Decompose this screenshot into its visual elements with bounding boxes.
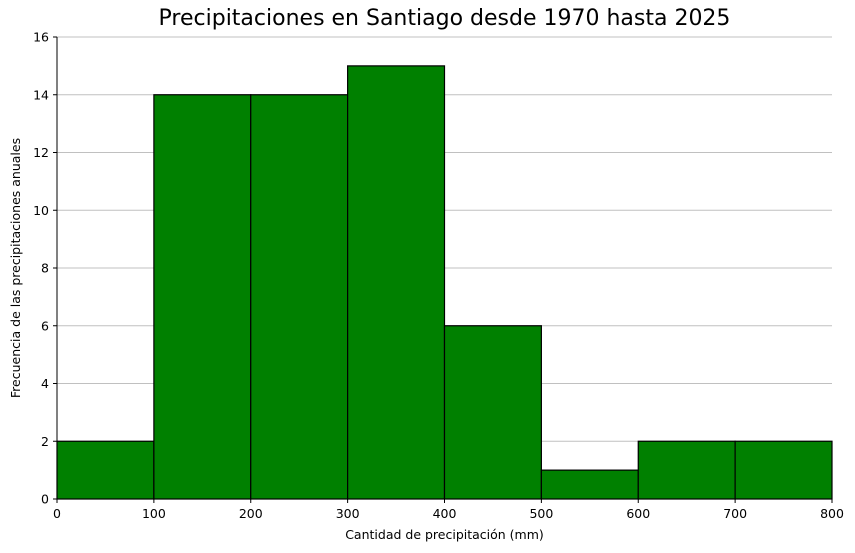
histogram-bar [443,325,542,500]
histogram-bar [347,65,446,500]
chart-title: Precipitaciones en Santiago desde 1970 h… [158,6,731,31]
histogram-bar [56,440,155,500]
y-tick-label: 6 [41,318,49,333]
x-tick-label: 600 [626,506,650,521]
histogram-bar [250,94,349,500]
x-tick-label: 700 [723,506,747,521]
x-tick-label: 800 [820,506,844,521]
x-tick-label: 200 [239,506,263,521]
y-tick-label: 4 [41,376,49,391]
y-tick-label: 2 [41,434,49,449]
y-tick-label: 14 [33,87,49,102]
y-tick-label: 8 [41,261,49,276]
y-axis-label: Frecuencia de las precipitaciones anuale… [8,138,23,398]
y-tick-label: 0 [41,492,49,507]
histogram-bar [637,440,736,500]
x-axis-label: Cantidad de precipitación (mm) [345,527,544,542]
histogram-bar [734,440,833,500]
x-tick-label: 100 [142,506,166,521]
histogram-bar [540,469,639,500]
x-tick-label: 0 [53,506,61,521]
y-tick-label: 12 [33,145,49,160]
y-tick-label: 16 [33,30,49,45]
x-tick-label: 400 [433,506,457,521]
x-tick-label: 300 [336,506,360,521]
x-tick-label: 500 [529,506,553,521]
y-tick-label: 10 [33,203,49,218]
histogram-bar [153,94,252,500]
